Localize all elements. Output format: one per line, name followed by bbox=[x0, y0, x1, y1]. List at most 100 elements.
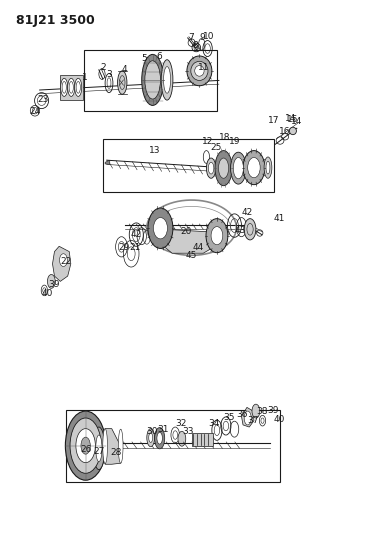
Text: 28: 28 bbox=[110, 448, 122, 457]
Ellipse shape bbox=[68, 78, 75, 96]
Bar bbox=[66, 410, 280, 482]
Ellipse shape bbox=[145, 61, 160, 99]
Text: 12: 12 bbox=[201, 136, 213, 146]
Ellipse shape bbox=[65, 411, 106, 480]
Text: 13: 13 bbox=[149, 146, 160, 155]
Text: 14: 14 bbox=[285, 114, 297, 123]
Text: 43: 43 bbox=[234, 226, 246, 235]
Text: 5: 5 bbox=[141, 54, 147, 62]
Text: 20: 20 bbox=[180, 228, 192, 237]
Text: 4: 4 bbox=[122, 66, 127, 74]
Ellipse shape bbox=[81, 437, 90, 454]
Ellipse shape bbox=[215, 151, 232, 185]
Text: 38: 38 bbox=[257, 407, 268, 416]
Text: 18: 18 bbox=[219, 133, 230, 142]
Text: 39: 39 bbox=[268, 406, 279, 415]
Ellipse shape bbox=[118, 71, 127, 94]
Polygon shape bbox=[152, 229, 217, 253]
Text: 21: 21 bbox=[129, 243, 141, 252]
Text: 24: 24 bbox=[29, 107, 41, 116]
Bar bbox=[103, 139, 274, 192]
Ellipse shape bbox=[70, 418, 101, 473]
Text: 44: 44 bbox=[193, 243, 204, 252]
Text: 32: 32 bbox=[175, 419, 187, 428]
Text: 16: 16 bbox=[279, 127, 291, 136]
Text: 25: 25 bbox=[210, 143, 222, 152]
Polygon shape bbox=[52, 246, 71, 281]
Text: 19: 19 bbox=[229, 136, 240, 146]
Ellipse shape bbox=[161, 60, 173, 100]
Ellipse shape bbox=[153, 217, 167, 239]
Ellipse shape bbox=[147, 429, 154, 447]
Bar bbox=[60, 75, 83, 100]
Ellipse shape bbox=[289, 127, 296, 135]
Bar bbox=[192, 433, 213, 446]
Ellipse shape bbox=[76, 429, 95, 463]
Text: 39: 39 bbox=[49, 280, 60, 289]
Ellipse shape bbox=[149, 433, 152, 442]
Ellipse shape bbox=[233, 158, 244, 179]
Ellipse shape bbox=[59, 254, 67, 266]
Polygon shape bbox=[105, 160, 110, 165]
Bar bbox=[84, 50, 217, 111]
Text: 22: 22 bbox=[61, 257, 72, 265]
Ellipse shape bbox=[206, 158, 216, 178]
Text: 41: 41 bbox=[274, 214, 285, 223]
Text: 23: 23 bbox=[37, 95, 48, 104]
Text: 2: 2 bbox=[100, 63, 106, 71]
Text: 7: 7 bbox=[188, 34, 194, 43]
Text: 35: 35 bbox=[223, 413, 234, 422]
Ellipse shape bbox=[148, 208, 173, 248]
Ellipse shape bbox=[61, 78, 68, 96]
Text: 45: 45 bbox=[185, 251, 197, 260]
Text: 33: 33 bbox=[182, 427, 194, 436]
Text: 40: 40 bbox=[274, 415, 285, 424]
Text: 8: 8 bbox=[193, 41, 198, 50]
Ellipse shape bbox=[47, 274, 55, 288]
Ellipse shape bbox=[195, 66, 204, 76]
Ellipse shape bbox=[96, 435, 102, 462]
Text: 14: 14 bbox=[291, 117, 303, 126]
Text: 11: 11 bbox=[197, 63, 209, 71]
Ellipse shape bbox=[231, 152, 246, 184]
Ellipse shape bbox=[244, 411, 251, 425]
Text: 10: 10 bbox=[203, 33, 215, 42]
Text: 40: 40 bbox=[42, 288, 53, 297]
Ellipse shape bbox=[266, 161, 270, 174]
Polygon shape bbox=[105, 429, 121, 464]
Ellipse shape bbox=[208, 163, 214, 174]
Ellipse shape bbox=[191, 61, 208, 80]
Ellipse shape bbox=[157, 432, 162, 444]
Ellipse shape bbox=[69, 82, 74, 93]
Text: 42: 42 bbox=[241, 208, 253, 217]
Ellipse shape bbox=[154, 427, 165, 449]
Text: 37: 37 bbox=[248, 416, 259, 425]
Ellipse shape bbox=[187, 56, 212, 86]
Ellipse shape bbox=[76, 82, 80, 93]
Ellipse shape bbox=[62, 82, 66, 93]
Text: 30: 30 bbox=[146, 427, 158, 436]
Polygon shape bbox=[242, 407, 254, 427]
Text: 9: 9 bbox=[200, 34, 205, 43]
Text: 31: 31 bbox=[157, 425, 169, 434]
Ellipse shape bbox=[103, 429, 108, 464]
Text: 42: 42 bbox=[131, 230, 142, 239]
Text: 36: 36 bbox=[237, 410, 248, 419]
Text: 3: 3 bbox=[106, 70, 112, 78]
Text: 34: 34 bbox=[208, 419, 220, 428]
Text: 6: 6 bbox=[157, 52, 163, 61]
Text: 15: 15 bbox=[287, 115, 299, 124]
Text: 81J21 3500: 81J21 3500 bbox=[16, 14, 95, 27]
Ellipse shape bbox=[118, 429, 123, 463]
Text: 17: 17 bbox=[268, 116, 279, 125]
Ellipse shape bbox=[219, 158, 229, 178]
Ellipse shape bbox=[211, 227, 223, 245]
Text: 27: 27 bbox=[93, 447, 104, 456]
Text: 29: 29 bbox=[118, 243, 129, 252]
Ellipse shape bbox=[248, 158, 260, 177]
Ellipse shape bbox=[243, 151, 265, 184]
Ellipse shape bbox=[244, 219, 256, 240]
Ellipse shape bbox=[252, 404, 260, 418]
Ellipse shape bbox=[163, 67, 170, 93]
Text: 1: 1 bbox=[82, 72, 87, 82]
